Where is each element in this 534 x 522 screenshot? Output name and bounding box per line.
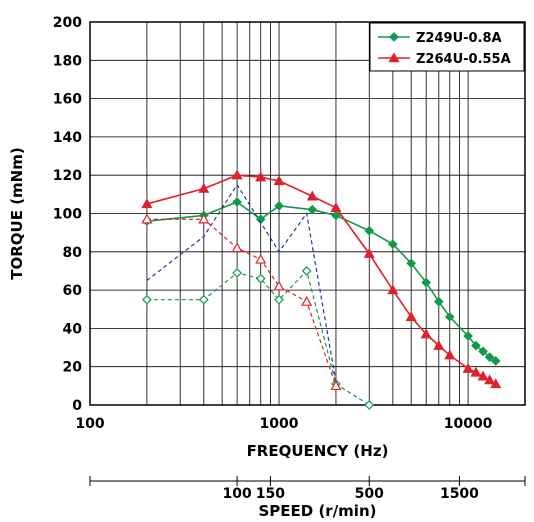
data-point [306,190,318,201]
y-tick-label: 0 [72,398,82,414]
speed-axis: 100 150 500 1500 [89,476,526,502]
series-3 [146,183,337,383]
series-line [146,269,370,406]
data-point [363,247,375,258]
data-point [387,284,399,295]
series-line [146,201,497,362]
data-point [444,349,456,360]
legend-label: Z264U-0.55A [416,52,511,67]
data-point [198,213,210,224]
data-point [255,171,267,182]
speed-tick-label: 1500 [440,486,479,502]
y-tick-label: 60 [63,283,83,299]
y-tick-label: 80 [63,245,83,261]
x-tick-label: 10000 [444,416,493,432]
data-point [389,32,399,42]
y-tick-label: 100 [53,207,82,223]
legend-box [369,22,525,72]
legend-label: Z249U-0.8A [416,31,502,46]
data-point [471,340,481,351]
data-point [198,294,209,305]
data-point [364,225,375,236]
data-point [484,374,496,385]
series-2 [141,169,502,389]
y-axis-title: TORQUE (mNm) [8,147,26,279]
y-tick-label: 180 [53,53,82,69]
data-point [274,200,284,211]
data-point [433,339,445,350]
data-point [273,280,285,291]
y-tick-label: 200 [53,15,82,31]
data-point [198,182,210,193]
data-point [477,370,489,381]
data-point [142,294,152,305]
data-point [388,239,398,249]
data-point [421,277,432,288]
plot-frame [89,21,526,406]
data-point [364,400,375,410]
data-point [301,295,313,306]
legend: Z249U-0.8A Z264U-0.55A [369,22,525,72]
data-point [231,169,243,180]
data-point [231,242,243,253]
series-layer [141,169,502,410]
data-point [478,346,488,357]
series-4 [142,266,375,410]
data-point [307,204,318,215]
data-point [490,356,501,366]
data-point [490,378,502,389]
data-point [330,380,342,391]
data-point [484,352,495,362]
y-tick-label: 20 [63,360,83,376]
data-point [232,268,242,278]
data-point [388,52,400,63]
data-point [330,202,342,212]
y-tick-label: 140 [53,130,82,146]
data-point [274,294,284,305]
data-point [462,362,474,373]
data-point [433,296,444,307]
x-tick-label: 100 [75,416,104,432]
data-point [141,198,153,209]
y-axis-ticks: 0 20 40 60 80 100 120 140 160 180 200 [53,15,82,414]
series-line [146,183,337,383]
x-axis-ticks: 100 1000 10000 [75,416,492,432]
data-point [301,266,312,276]
data-point [141,213,153,224]
x-axis-title: FREQUENCY (Hz) [247,442,389,460]
data-point [444,312,455,322]
series-1 [142,197,501,366]
y-tick-label: 120 [53,168,82,184]
data-point [463,331,473,341]
x-tick-label: 1000 [260,416,299,432]
data-point [420,328,432,339]
speed-tick-label: 500 [355,486,384,502]
data-point [255,273,266,284]
data-point [232,197,242,207]
y-tick-label: 160 [53,92,82,108]
y-tick-label: 40 [63,321,83,337]
data-point [406,258,417,269]
speed-tick-label: 100 [222,486,251,502]
speed-axis-title: SPEED (r/min) [258,502,376,520]
grid [90,21,525,406]
data-point [331,210,341,221]
data-point [255,253,267,264]
data-point [405,311,417,322]
series-5 [141,213,342,391]
data-point [470,366,482,377]
data-point [273,175,285,186]
speed-tick-label: 150 [256,486,285,502]
series-line [146,174,497,385]
